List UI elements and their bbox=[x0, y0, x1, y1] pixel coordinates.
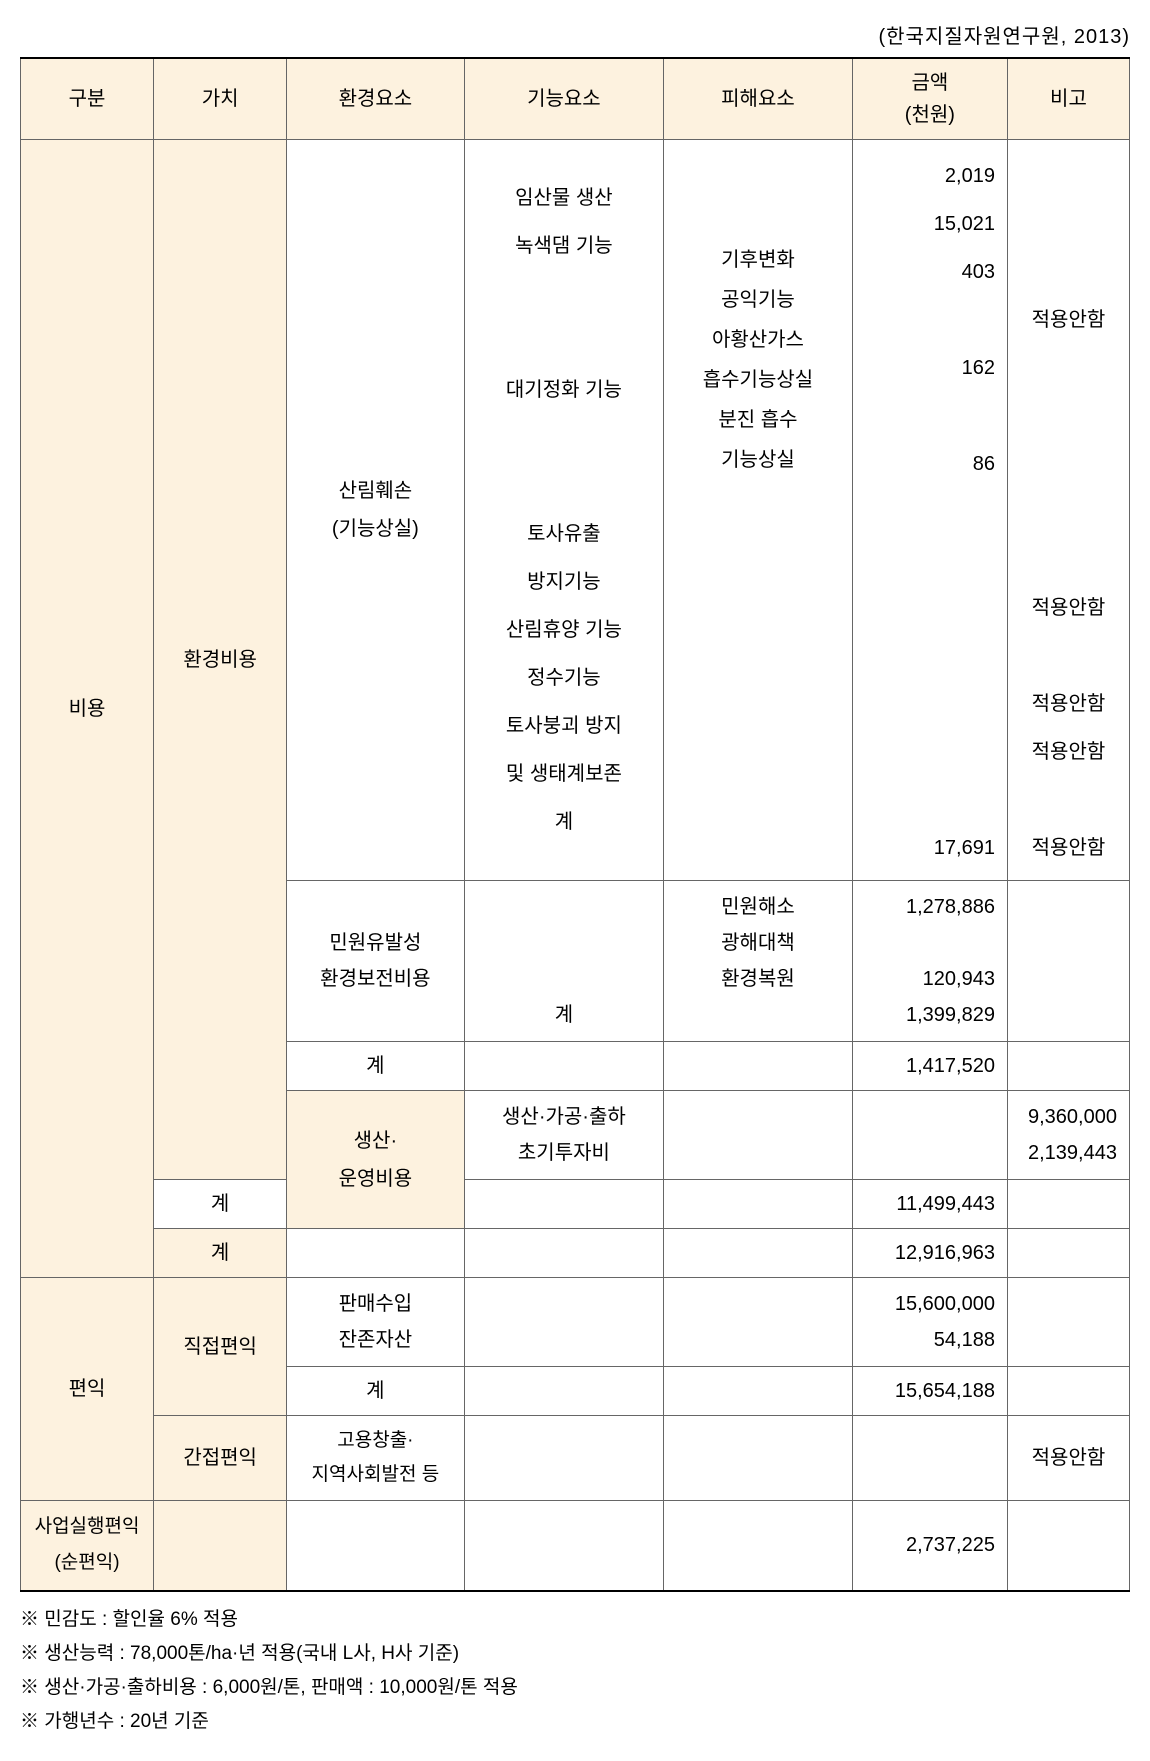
cell-cost-total-func bbox=[464, 1229, 664, 1278]
row-indirect-benefit: 간접편익 고용창출· 지역사회발전 등 적용안함 bbox=[21, 1416, 1130, 1501]
cell-complaint-damage: 민원해소 광해대책 환경복원 bbox=[664, 881, 853, 1042]
cell-env-subtotal-func bbox=[464, 1042, 664, 1091]
header-value: 가치 bbox=[154, 58, 287, 140]
header-func: 기능요소 bbox=[464, 58, 664, 140]
cell-env-subtotal-amount: 1,417,520 bbox=[852, 1042, 1007, 1091]
cell-direct-items: 판매수입 잔존자산 bbox=[287, 1278, 464, 1367]
cost-benefit-table: 구분 가치 환경요소 기능요소 피해요소 금액 (천원) 비고 비용 환경비용 … bbox=[20, 57, 1130, 1592]
cell-prod-subtotal-damage bbox=[664, 1180, 853, 1229]
cell-direct-amounts: 15,600,000 54,188 bbox=[852, 1278, 1007, 1367]
cell-indirect-damage bbox=[664, 1416, 853, 1501]
cell-direct-subtotal-damage bbox=[664, 1367, 853, 1416]
cell-net-note bbox=[1007, 1501, 1129, 1591]
cell-prod-func bbox=[664, 1091, 853, 1180]
cell-env-subtotal-label: 계 bbox=[287, 1042, 464, 1091]
cell-forest-notes: 적용안함 적용안함 적용안함 적용안함 적용안함 bbox=[1007, 140, 1129, 881]
header-env: 환경요소 bbox=[287, 58, 464, 140]
cell-cost-total-amount: 12,916,963 bbox=[852, 1229, 1007, 1278]
footnote-1: ※ 민감도 : 할인율 6% 적용 bbox=[20, 1604, 1130, 1636]
cell-cost-total-label: 계 bbox=[154, 1229, 287, 1278]
header-amount-l1: 금액 bbox=[911, 72, 948, 94]
row-cost-total: 계 12,916,963 bbox=[21, 1229, 1130, 1278]
cell-direct-benefit-label: 직접편익 bbox=[154, 1278, 287, 1416]
cell-prod-damage bbox=[852, 1091, 1007, 1180]
cell-indirect-amount bbox=[852, 1416, 1007, 1501]
cell-env-subtotal-damage bbox=[664, 1042, 853, 1091]
cell-direct-func bbox=[464, 1278, 664, 1367]
cell-net-c2 bbox=[154, 1501, 287, 1591]
cell-cost-total-note bbox=[1007, 1229, 1129, 1278]
cell-direct-subtotal-label: 계 bbox=[287, 1367, 464, 1416]
footnotes: ※ 민감도 : 할인율 6% 적용 ※ 생산능력 : 78,000톤/ha·년 … bbox=[20, 1604, 1130, 1739]
cell-prod-subtotal-note bbox=[1007, 1180, 1129, 1229]
cell-complaint-note bbox=[1007, 881, 1129, 1042]
header-damage: 피해요소 bbox=[664, 58, 853, 140]
row-net-benefit: 사업실행편익 (순편익) 2,737,225 bbox=[21, 1501, 1130, 1591]
cell-env-cost-label: 환경비용 bbox=[154, 140, 287, 1180]
cell-prod-subtotal-amount: 11,499,443 bbox=[852, 1180, 1007, 1229]
cell-direct-subtotal-amount: 15,654,188 bbox=[852, 1367, 1007, 1416]
header-row: 구분 가치 환경요소 기능요소 피해요소 금액 (천원) 비고 bbox=[21, 58, 1130, 140]
header-amount-l2: (천원) bbox=[905, 104, 955, 126]
cell-forest-damage-factors: 기후변화 공익기능 아황산가스 흡수기능상실 분진 흡수 기능상실 bbox=[664, 140, 853, 881]
cell-direct-damage bbox=[664, 1278, 853, 1367]
cell-cost-total-env bbox=[287, 1229, 464, 1278]
cell-complaint-amounts: 1,278,886 120,943 1,399,829 bbox=[852, 881, 1007, 1042]
cell-env-subtotal-note bbox=[1007, 1042, 1129, 1091]
cell-prod-label: 생산· 운영비용 bbox=[287, 1091, 464, 1229]
cell-net-c3 bbox=[287, 1501, 464, 1591]
cell-cost-total-damage bbox=[664, 1229, 853, 1278]
footnote-4: ※ 가행년수 : 20년 기준 bbox=[20, 1706, 1130, 1738]
header-category: 구분 bbox=[21, 58, 154, 140]
cell-benefit-label: 편익 bbox=[21, 1278, 154, 1501]
footnote-2: ※ 생산능력 : 78,000톤/ha·년 적용(국내 L사, H사 기준) bbox=[20, 1638, 1130, 1670]
cell-net-benefit-label: 사업실행편익 (순편익) bbox=[21, 1501, 154, 1591]
cell-prod-subtotal-func bbox=[464, 1180, 664, 1229]
cell-net-c5 bbox=[664, 1501, 853, 1591]
row-forest: 비용 환경비용 산림훼손 (기능상실) 임산물 생산 녹색댐 기능 대기정화 기… bbox=[21, 140, 1130, 881]
cell-net-c4 bbox=[464, 1501, 664, 1591]
cell-prod-subtotal-label: 계 bbox=[154, 1180, 287, 1229]
cell-net-amount: 2,737,225 bbox=[852, 1501, 1007, 1591]
cell-complaint-func: 계 bbox=[464, 881, 664, 1042]
header-amount: 금액 (천원) bbox=[852, 58, 1007, 140]
cell-direct-subtotal-func bbox=[464, 1367, 664, 1416]
cell-direct-subtotal-note bbox=[1007, 1367, 1129, 1416]
header-note: 비고 bbox=[1007, 58, 1129, 140]
source-citation: (한국지질자원연구원, 2013) bbox=[20, 20, 1130, 49]
cell-forest-amounts: 2,019 15,021 403 162 86 17,691 bbox=[852, 140, 1007, 881]
row-direct-benefit: 편익 직접편익 판매수입 잔존자산 15,600,000 54,188 bbox=[21, 1278, 1130, 1367]
cell-forest-functions: 임산물 생산 녹색댐 기능 대기정화 기능 토사유출 방지기능 산림휴양 기능 … bbox=[464, 140, 664, 881]
cell-forest-damage: 산림훼손 (기능상실) bbox=[287, 140, 464, 881]
cell-indirect-label: 간접편익 bbox=[154, 1416, 287, 1501]
cell-indirect-items: 고용창출· 지역사회발전 등 bbox=[287, 1416, 464, 1501]
cell-prod-amounts: 9,360,000 2,139,443 bbox=[1007, 1091, 1129, 1180]
cell-direct-note bbox=[1007, 1278, 1129, 1367]
footnote-3: ※ 생산·가공·출하비용 : 6,000원/톤, 판매액 : 10,000원/톤… bbox=[20, 1672, 1130, 1704]
cell-complaint-env: 민원유발성 환경보전비용 bbox=[287, 881, 464, 1042]
cell-cost-label: 비용 bbox=[21, 140, 154, 1278]
cell-prod-items: 생산·가공·출하 초기투자비 bbox=[464, 1091, 664, 1180]
cell-indirect-note: 적용안함 bbox=[1007, 1416, 1129, 1501]
row-prod-subtotal: 계 11,499,443 bbox=[21, 1180, 1130, 1229]
cell-indirect-func bbox=[464, 1416, 664, 1501]
